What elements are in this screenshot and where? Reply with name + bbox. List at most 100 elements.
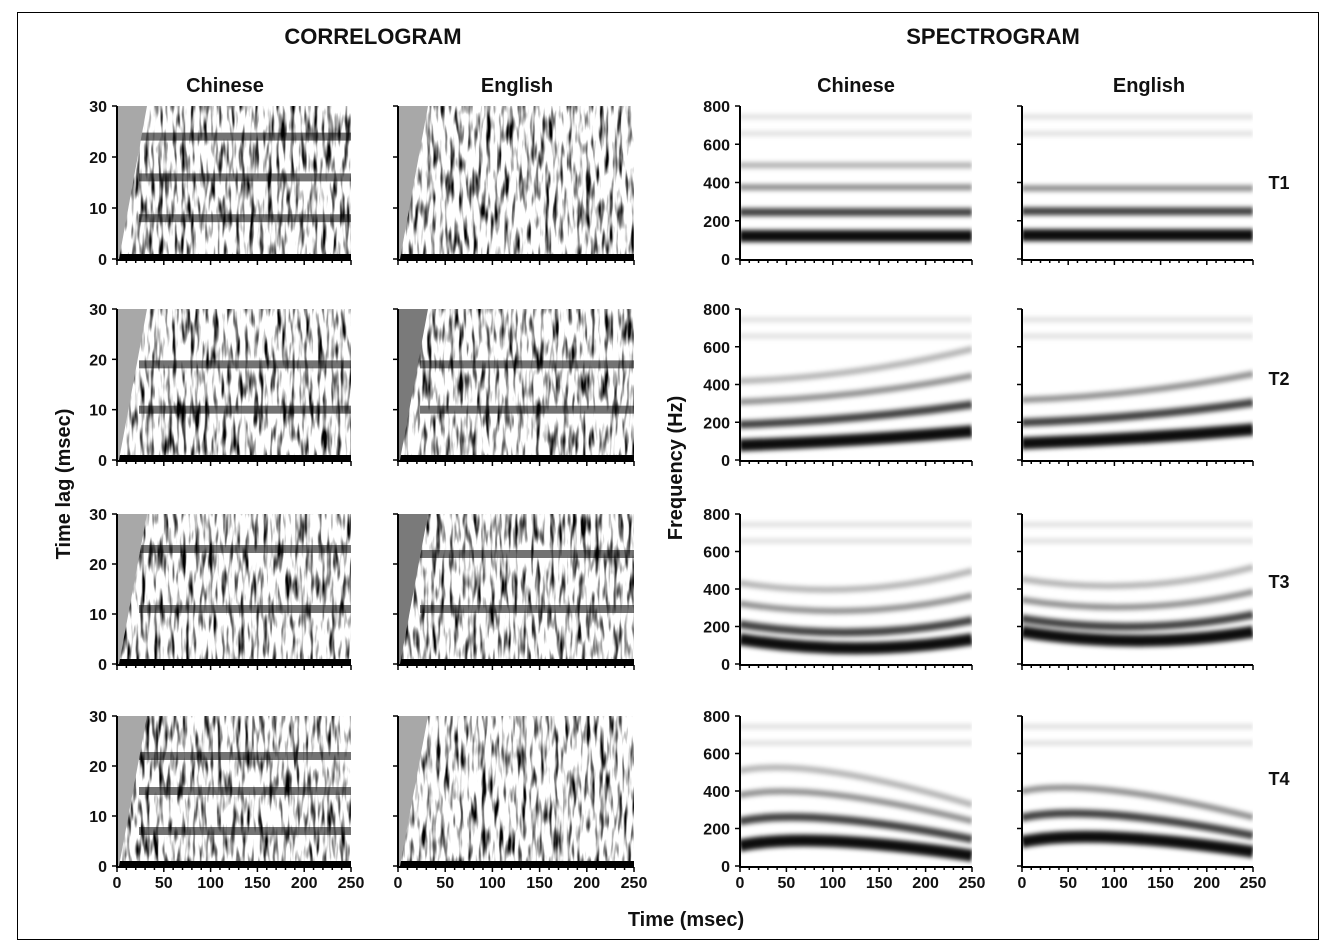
zero-lag-strip (398, 254, 634, 259)
harmonic-band (1022, 610, 1253, 631)
dark-band (139, 132, 351, 141)
dark-band (139, 545, 351, 553)
onset-wedge (117, 514, 147, 664)
zero-lag-strip (117, 861, 351, 866)
harmonic-band (1022, 830, 1253, 858)
x-tick-label: 100 (479, 875, 506, 892)
panel-spec-chinese-t2 (740, 309, 972, 460)
panel-corr-chinese-t2 (117, 309, 351, 460)
harmonic-band (1022, 625, 1253, 647)
x-tick-label: 200 (1193, 875, 1220, 892)
correlogram-texture (117, 514, 351, 664)
y-tick-label: 0 (721, 859, 730, 876)
y-tick-label: 600 (703, 340, 730, 357)
y-tick-label: 600 (703, 137, 730, 154)
y-tick-label: 0 (98, 657, 107, 674)
y-tick-label: 30 (89, 709, 107, 726)
y-tick-label: 800 (703, 302, 730, 319)
harmonic-band (1022, 809, 1253, 840)
x-tick-label: 100 (819, 875, 846, 892)
y-tick-label: 800 (703, 507, 730, 524)
harmonic-band (740, 834, 972, 862)
zero-lag-strip (117, 659, 351, 664)
panel-corr-chinese-t4 (117, 716, 351, 866)
row-label-t1: T1 (1268, 173, 1289, 193)
onset-wedge (398, 106, 428, 259)
panel-spec-chinese-t1 (740, 106, 972, 259)
correlogram-title: CORRELOGRAM (284, 24, 461, 49)
harmonic-band (740, 400, 972, 429)
x-tick-label: 150 (1147, 875, 1174, 892)
x-tick-label: 200 (912, 875, 939, 892)
harmonic-band (740, 788, 972, 824)
row-label-t3: T3 (1268, 572, 1289, 592)
onset-wedge (398, 716, 428, 866)
dark-band (139, 827, 351, 835)
x-tick-label: 50 (1059, 875, 1077, 892)
col-title-spec-chinese: Chinese (817, 75, 895, 97)
y-tick-label: 10 (89, 607, 107, 624)
dark-band (420, 405, 634, 414)
onset-wedge (117, 106, 147, 259)
harmonic-band (740, 568, 972, 593)
y-tick-label: 800 (703, 99, 730, 116)
y-tick-label: 800 (703, 709, 730, 726)
row-label-t4: T4 (1268, 769, 1289, 789)
correlogram-texture (398, 716, 634, 866)
dark-band (139, 605, 351, 613)
dark-band (139, 787, 351, 795)
onset-wedge (117, 309, 147, 460)
y-tick-label: 20 (89, 352, 107, 369)
harmonic-band (740, 346, 972, 385)
harmonic-band (1022, 784, 1253, 821)
panel-corr-english-t4 (398, 716, 634, 866)
harmonic-band (740, 425, 972, 452)
y-tick-label: 0 (98, 252, 107, 269)
onset-wedge (398, 514, 428, 664)
zero-lag-strip (117, 254, 351, 259)
panel-corr-english-t2 (398, 309, 634, 460)
harmonic-band (1022, 398, 1253, 427)
panel-spec-english-t4 (1022, 716, 1253, 866)
y-tick-label: 0 (98, 453, 107, 470)
x-tick-label: 50 (436, 875, 454, 892)
harmonic-bands (740, 724, 972, 862)
zero-lag-strip (117, 455, 351, 460)
x-tick-label: 250 (621, 875, 648, 892)
x-tick-label: 0 (1018, 875, 1027, 892)
x-tick-label: 150 (866, 875, 893, 892)
col-title-corr-chinese: Chinese (186, 75, 264, 97)
onset-wedge (398, 309, 428, 460)
dark-band (139, 405, 351, 414)
y-tick-label: 0 (721, 252, 730, 269)
x-tick-label: 200 (291, 875, 318, 892)
zero-lag-strip (398, 659, 634, 664)
harmonic-bands (740, 522, 972, 655)
harmonic-band (740, 592, 972, 614)
x-tick-label: 200 (573, 875, 600, 892)
y-tick-label: 0 (721, 657, 730, 674)
correlogram-texture (398, 514, 634, 664)
harmonic-band (740, 616, 972, 637)
dark-band (139, 360, 351, 369)
col-title-corr-english: English (481, 75, 553, 97)
y-tick-label: 200 (703, 415, 730, 432)
panel-corr-english-t3 (398, 514, 634, 664)
panel-corr-english-t1 (398, 106, 634, 259)
dark-band (139, 214, 351, 223)
y-tick-label: 400 (703, 176, 730, 193)
y-tick-label: 600 (703, 545, 730, 562)
x-tick-label: 100 (197, 875, 224, 892)
x-tick-label: 50 (778, 875, 796, 892)
row-label-t2: T2 (1268, 369, 1289, 389)
dark-band (420, 550, 634, 558)
correlogram-texture (398, 309, 634, 460)
harmonic-bands (740, 114, 972, 243)
y-tick-label: 20 (89, 759, 107, 776)
x-tick-label: 150 (526, 875, 553, 892)
y-tick-label: 200 (703, 822, 730, 839)
correlogram-y-axis-label: Time lag (msec) (53, 409, 75, 560)
y-tick-label: 10 (89, 201, 107, 218)
x-tick-label: 50 (155, 875, 173, 892)
